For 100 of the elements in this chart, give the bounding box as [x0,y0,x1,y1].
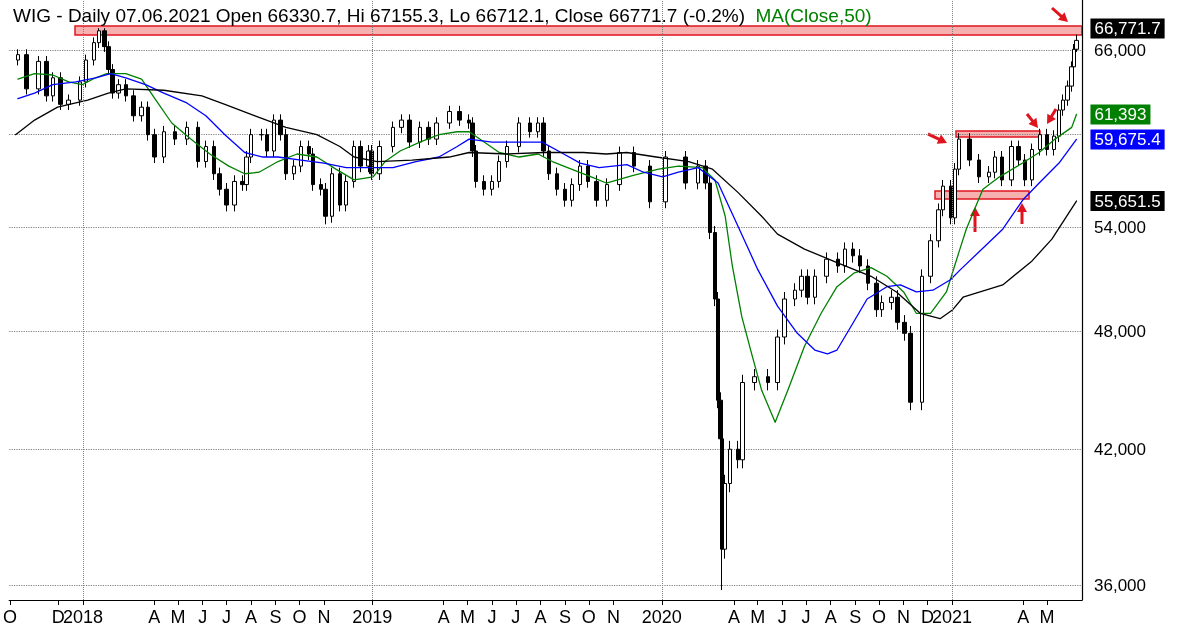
candlestick [139,101,144,123]
candlestick [632,146,636,173]
x-tick-label: N [606,607,620,627]
y-tick-label: 36,000 [1094,575,1146,595]
candlestick [813,268,817,305]
x-tick-label: 2019 [352,607,393,627]
candlestick [1038,128,1042,157]
candlestick [323,182,328,225]
candlestick [232,174,237,212]
candlestick [457,105,462,127]
candlestick [594,174,599,208]
x-tick-label: M [750,607,766,627]
candlestick [152,128,157,164]
candlestick [36,55,41,95]
x-tick-label: O [2,607,18,627]
candlestick [824,251,829,284]
candlestick [928,233,933,284]
text: 66,771.7 [1094,18,1161,38]
line-series [17,72,1078,355]
candlestick [391,121,395,153]
candlestick [836,251,840,274]
x-tick-label: D [51,607,65,627]
candlestick [987,165,991,184]
candlestick [648,159,652,209]
candlestick [505,140,509,169]
candlestick [84,54,88,88]
candlestick [977,153,981,184]
y-tick-label: 42,000 [1094,439,1146,459]
candlestick [399,113,404,134]
x-tick-label: A [245,607,258,627]
candlestick [782,291,787,345]
x-tick-label: A [824,607,837,627]
x-tick-label: A [148,607,161,627]
candlestick [866,258,870,291]
candlestick [1045,128,1049,157]
candlestick [292,159,296,181]
x-tick-label: D [920,607,934,627]
candlestick [578,159,582,192]
data-label: 61,393 [1094,104,1147,124]
candlestick [330,167,334,224]
x-tick-label: A [1017,607,1030,627]
candlestick [358,140,363,173]
candlestick [663,150,668,209]
candlestick [993,150,997,179]
candlestick [851,241,855,264]
candlestick [434,116,439,146]
text: MA(Close,50) [755,5,872,26]
candlestick [173,125,177,146]
x-tick-label: J [221,607,231,627]
x-tick-label: S [559,607,572,627]
candlestick [51,71,55,103]
candlestick [407,113,412,149]
x-tick-label: N [897,607,911,627]
x-tick-label: J [801,607,811,627]
x-tick-label: 2020 [641,607,682,627]
x-tick-label: A [727,607,740,627]
candlestick [162,125,166,164]
candlestick [517,116,521,153]
x-tick-label: J [777,607,787,627]
candlestick [858,248,862,274]
x-tick-label: J [511,607,521,627]
candlestick [1030,143,1034,187]
y-tick-label: 66,000 [1094,41,1146,61]
x-tick-label: S [269,607,282,627]
candlestick [344,174,348,212]
y-tick-label: 48,000 [1094,321,1146,341]
candlestick [752,368,757,391]
candlestick [66,93,71,111]
candlestick [1023,153,1027,187]
candlestick [418,121,422,149]
x-tick-label: O [581,607,596,627]
candlestick [967,132,972,167]
candlestick [766,368,770,391]
candlestick [843,241,847,274]
candlestick [338,167,342,212]
candlestick [740,374,745,469]
candlestick [482,174,486,197]
candlestick [1016,140,1021,167]
candlestick [563,182,567,208]
candlestick [1009,140,1014,187]
candlestick [497,155,501,189]
candlestick [586,159,590,189]
x-tick-label: M [460,607,475,627]
x-tick-label: O [872,607,887,627]
candlestick [490,174,494,197]
candlestick [555,167,559,197]
x-tick-label: A [437,607,450,627]
candlestick [44,55,49,103]
x-tick-label: J [487,607,497,627]
x-tick-label: M [1039,607,1055,627]
candlestick [605,177,609,208]
candlestick [528,116,532,139]
x-tick-label: M [170,607,186,627]
x-tick-label: S [849,607,862,627]
candlestick [447,105,452,130]
candlestick [272,113,276,158]
x-tick-label: J [198,607,208,627]
candlestick [793,282,797,307]
candlestick [426,121,431,146]
x-tick-label: N [317,607,331,627]
